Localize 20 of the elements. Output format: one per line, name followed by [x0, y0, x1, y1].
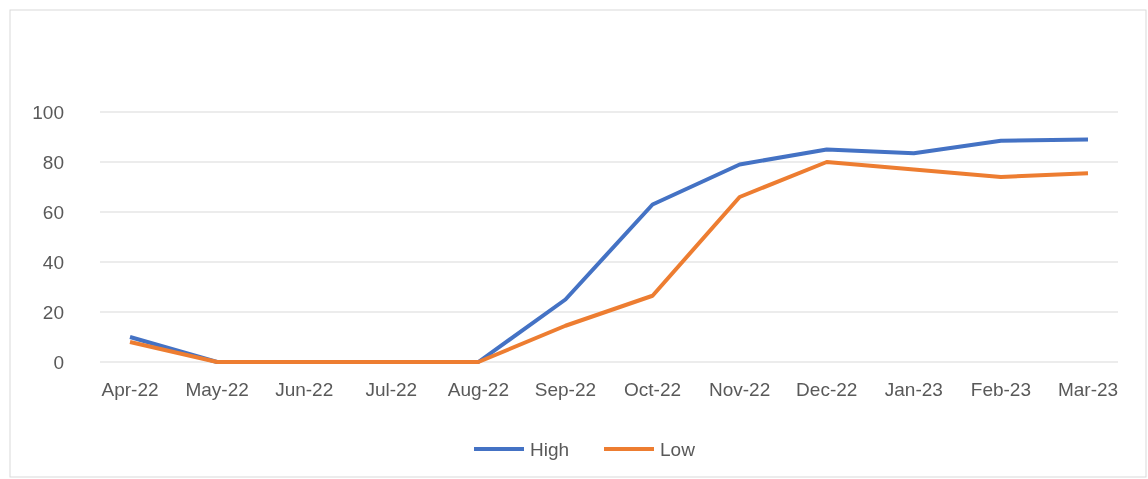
y-tick-label: 60	[42, 201, 64, 223]
x-tick-label: Jul-22	[365, 379, 418, 400]
x-tick-label: Jun-22	[275, 379, 334, 400]
x-tick-label: Aug-22	[447, 379, 509, 400]
y-tick-label: 100	[32, 101, 64, 123]
x-tick-label: Apr-22	[101, 379, 159, 400]
x-tick-label: Sep-22	[534, 379, 597, 400]
x-tick-label: Jan-23	[884, 379, 943, 400]
x-tick-label: Feb-23	[970, 379, 1032, 400]
legend-label: Low	[660, 438, 696, 460]
x-tick-label: Mar-23	[1057, 379, 1119, 400]
x-tick-label: Oct-22	[624, 379, 682, 400]
y-tick-label: 0	[53, 351, 64, 373]
x-tick-label: Nov-22	[709, 379, 771, 400]
x-tick-label: May-22	[185, 379, 249, 400]
legend-label: High	[530, 438, 570, 460]
x-tick-label: Dec-22	[796, 379, 858, 400]
y-tick-label: 40	[42, 251, 64, 273]
y-tick-label: 20	[42, 301, 64, 323]
y-tick-label: 80	[42, 151, 64, 173]
